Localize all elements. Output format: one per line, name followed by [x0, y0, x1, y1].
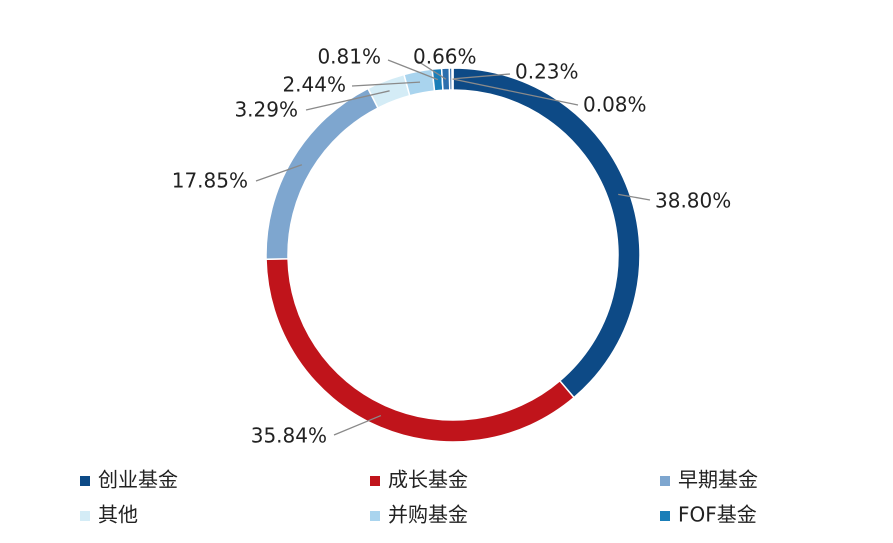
legend-label: 其他 — [98, 503, 138, 527]
data-label: 0.66% — [413, 45, 477, 69]
legend-label: 创业基金 — [98, 468, 178, 492]
legend-swatch — [80, 511, 90, 521]
donut-slice — [265, 257, 576, 443]
legend-label: 早期基金 — [678, 468, 758, 492]
legend-swatch — [370, 476, 380, 486]
leader-line — [255, 164, 303, 182]
leader-line — [452, 78, 579, 106]
data-label: 0.23% — [515, 60, 579, 84]
data-label: 35.84% — [251, 424, 327, 448]
legend-label: 并购基金 — [388, 503, 468, 527]
legend-swatch — [660, 511, 670, 521]
legend-label: FOF基金 — [678, 503, 757, 527]
leader-line — [450, 73, 511, 80]
donut-slice — [451, 67, 454, 91]
leader-line — [618, 193, 651, 201]
leader-line — [333, 414, 382, 436]
data-label: 38.80% — [655, 189, 731, 213]
legend-swatch — [370, 511, 380, 521]
donut-slice — [452, 67, 641, 399]
legend-swatch — [660, 476, 670, 486]
data-label: 0.81% — [317, 45, 381, 69]
data-label: 17.85% — [172, 169, 248, 193]
leader-line — [305, 90, 390, 111]
data-label: 3.29% — [234, 98, 298, 122]
data-label: 2.44% — [282, 73, 346, 97]
legend-label: 成长基金 — [388, 468, 468, 492]
leader-line — [387, 59, 439, 81]
leader-line — [415, 59, 447, 80]
data-label: 0.08% — [583, 93, 647, 117]
leader-line — [351, 81, 421, 87]
legend-swatch — [80, 476, 90, 486]
